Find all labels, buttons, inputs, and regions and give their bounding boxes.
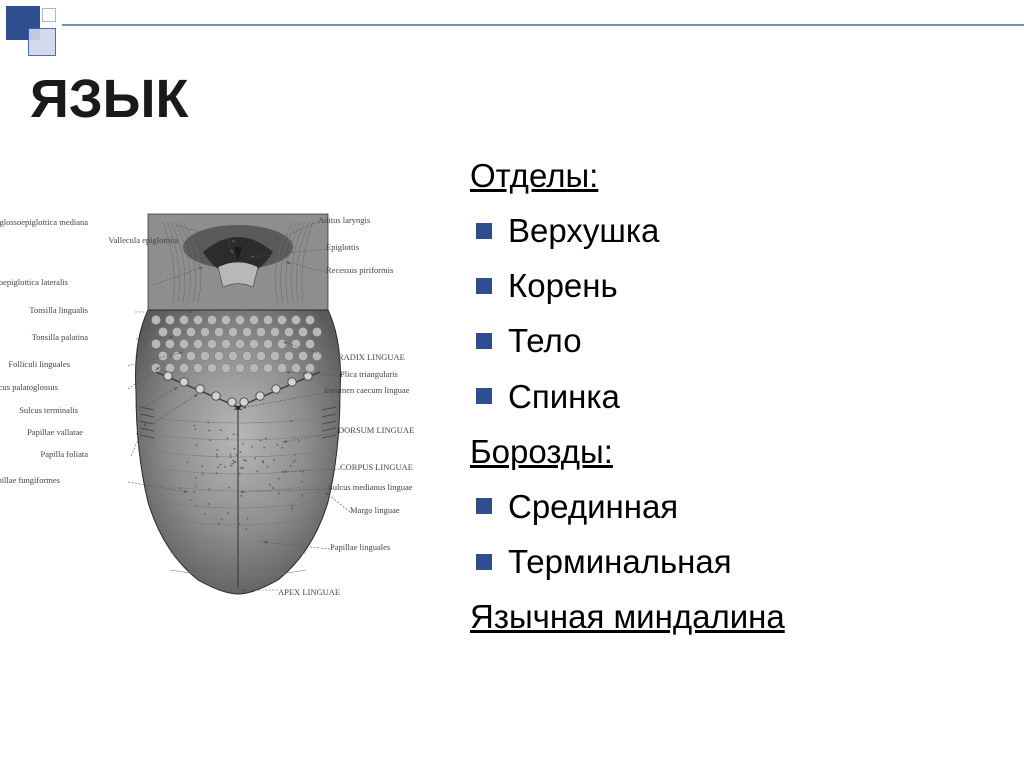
anatomy-label: Vallecula epiglottica [108,236,178,245]
anatomy-label: Plica glossoepiglottica mediana [0,218,88,227]
anatomy-label: Sulcus terminalis [19,406,78,415]
anatomy-label: Margo linguae [350,506,400,515]
anatomy-label: Folliculi linguales [8,360,70,369]
list-item: Верхушка [470,205,1024,256]
anatomy-label: Recessus piriformis [326,266,393,275]
anatomy-label: CORPUS LINGUAE [340,463,413,472]
section-heading: Отделы: [470,150,1024,201]
anatomy-label: Papillae vallatae [27,428,83,437]
list-item: Корень [470,260,1024,311]
square-bullet-icon [476,554,492,570]
content-area: Plica glossoepiglottica mediana Vallecula… [0,150,1024,646]
list-item: Спинка [470,371,1024,422]
slide-title: ЯЗЫК [30,68,188,130]
anatomy-label: RADIX LINGUAE [338,353,405,362]
anatomy-label: Epiglottis [326,243,359,252]
anatomy-label: Aditus laryngis [318,216,370,225]
square-bullet-icon [476,333,492,349]
anatomy-label: Plica glossoepiglottica lateralis [0,278,68,287]
anatomy-label: Papillae linguales [330,543,390,552]
anatomy-label: Arcus palatoglossus [0,383,58,392]
list-item-label: Спинка [508,371,620,422]
list-item-label: Верхушка [508,205,659,256]
section-heading: Борозды: [470,426,1024,477]
anatomy-label: Sulcus medianus linguae [328,483,413,492]
anatomy-label: Papilla foliata [41,450,88,459]
anatomical-figure: Plica glossoepiglottica medianaVallecula… [28,192,448,612]
list-item: Тело [470,315,1024,366]
anatomy-label: Tonsilla palatina [32,333,88,342]
anatomy-label: Tonsilla lingualis [29,306,88,315]
list-item: Срединная [470,481,1024,532]
list-item-label: Тело [508,315,582,366]
square-bullet-icon [476,388,492,404]
header-rule [62,24,1024,26]
anatomy-label: DORSUM LINGUAE [338,426,414,435]
image-column: Plica glossoepiglottica mediana Vallecula… [0,150,470,646]
list-item-label: Срединная [508,481,678,532]
anatomy-label: APEX LINGUAE [278,588,340,597]
list-item-label: Терминальная [508,536,732,587]
anatomy-label: Foramen caecum linguae [324,386,409,395]
square-bullet-icon [476,223,492,239]
list-item-label: Корень [508,260,618,311]
list-item: Терминальная [470,536,1024,587]
square-bullet-icon [476,498,492,514]
text-column: Отделы:ВерхушкаКореньТелоСпинкаБорозды:С… [470,150,1024,646]
anatomy-label: Papillae fungiformes [0,476,60,485]
section-heading: Язычная миндалина [470,591,1024,642]
square-bullet-icon [476,278,492,294]
anatomy-label: Plica triangularis [340,370,398,379]
